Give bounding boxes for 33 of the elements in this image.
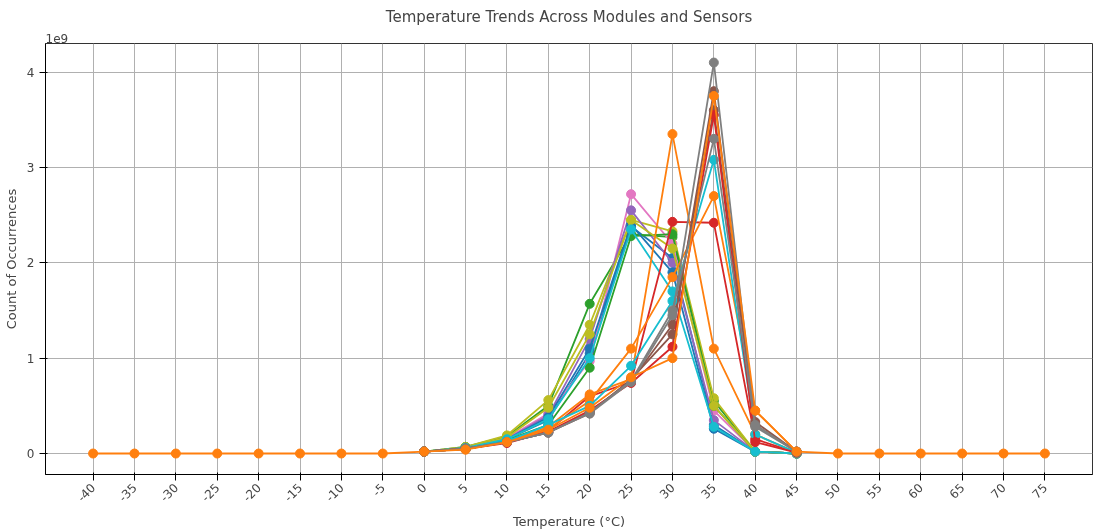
- x-axis-title: Temperature (°C): [511, 513, 626, 529]
- y-axis-title: Count of Occurrences: [3, 188, 19, 330]
- x-tick-label: -40: [74, 480, 99, 505]
- x-tick-label: 25: [615, 480, 637, 502]
- x-tick-label: 70: [988, 480, 1009, 502]
- y-tick-label: 4: [26, 65, 35, 80]
- y-tick-label: 3: [26, 160, 35, 175]
- annotation: 1e9: [45, 31, 69, 46]
- x-tick-label: 5: [455, 480, 471, 497]
- y-tick-label: 0: [26, 447, 35, 462]
- x-tick-label: 20: [574, 480, 595, 502]
- x-tick-label: 45: [781, 480, 802, 502]
- x-tick-label: 55: [863, 480, 885, 502]
- x-tick-label: 50: [822, 480, 844, 502]
- x-tick-label: 75: [1029, 480, 1051, 502]
- x-tick-label: 35: [698, 480, 720, 502]
- x-tick-label: 60: [905, 480, 927, 502]
- x-tick-label: 10: [491, 480, 513, 502]
- x-tick-label: -30: [157, 480, 182, 505]
- x-tick-label: 30: [657, 480, 678, 502]
- chart-title: Temperature Trends Across Modules and Sensors: [384, 7, 753, 26]
- x-tick-label: 65: [946, 480, 968, 502]
- y-tick-label: 1: [26, 351, 35, 366]
- x-tick-label: -25: [198, 480, 223, 505]
- x-tick-label: -5: [369, 480, 389, 500]
- x-tick-label: 40: [739, 480, 761, 502]
- y-tick-label: 2: [26, 256, 35, 271]
- x-tick-label: 0: [414, 480, 430, 497]
- x-tick-label: -15: [281, 480, 306, 505]
- x-tick-label: 15: [532, 480, 554, 502]
- x-tick-label: -10: [322, 480, 347, 505]
- x-tick-label: -20: [240, 480, 264, 505]
- x-tick-label: -35: [116, 480, 140, 505]
